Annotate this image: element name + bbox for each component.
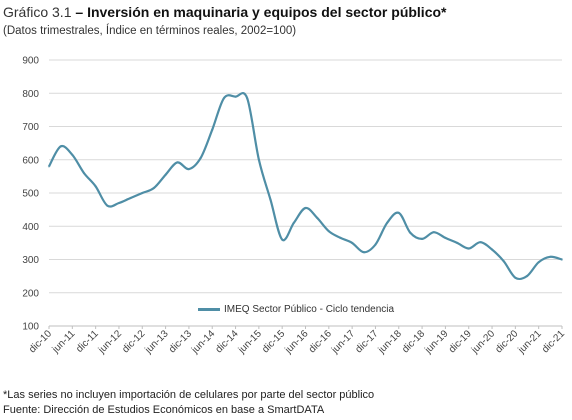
- data-point: [374, 243, 377, 246]
- x-tick-label: jun-20: [469, 328, 497, 356]
- data-point: [117, 201, 121, 205]
- data-point: [269, 198, 272, 201]
- chart-legend: IMEQ Sector Público - Ciclo tendencia: [198, 302, 394, 316]
- x-tick-label: jun-18: [376, 328, 404, 356]
- x-tick-label: dic-19: [447, 328, 474, 355]
- x-tick-label: dic-18: [400, 328, 427, 355]
- data-point: [187, 168, 190, 171]
- y-tick-label: 100: [22, 322, 39, 333]
- data-point: [152, 186, 155, 190]
- x-tick-label: jun-14: [189, 328, 217, 356]
- x-tick-label: dic-21: [540, 328, 567, 355]
- legend-swatch: [198, 307, 220, 311]
- data-point: [327, 230, 330, 233]
- series-line: [48, 92, 563, 281]
- x-tick-label: dic-13: [167, 328, 194, 355]
- y-tick-label: 900: [22, 56, 39, 67]
- gridlines: [49, 59, 562, 327]
- x-tick-label: jun-16: [282, 328, 310, 356]
- data-point: [316, 216, 319, 219]
- data-point: [549, 255, 552, 258]
- data-point: [444, 236, 447, 239]
- x-tick-label: jun-11: [50, 328, 78, 356]
- series-layer: [47, 92, 564, 281]
- y-tick-label: 500: [22, 189, 39, 200]
- legend-label: IMEQ Sector Público - Ciclo tendencia: [224, 303, 395, 315]
- data-point: [502, 260, 505, 263]
- y-tick-label: 800: [22, 89, 39, 100]
- x-tick-label: dic-11: [74, 328, 101, 355]
- x-tick-label: jun-21: [516, 328, 544, 356]
- data-point: [71, 153, 74, 156]
- data-point: [281, 238, 284, 241]
- x-tick-label: jun-13: [143, 328, 171, 356]
- data-point: [176, 161, 179, 164]
- y-axis: 100 200 300 400 500 600 700 800 900: [22, 56, 39, 333]
- data-point: [106, 204, 109, 207]
- y-tick-label: 400: [22, 222, 39, 233]
- figure-label: Gráfico 3.1: [3, 4, 72, 20]
- chart-title: Gráfico 3.1 – Inversión en maquinaria y …: [3, 4, 446, 20]
- data-point: [141, 191, 144, 195]
- data-point: [199, 157, 202, 160]
- data-point: [479, 241, 482, 244]
- x-tick-label: jun-15: [236, 328, 264, 356]
- data-point: [304, 206, 307, 210]
- data-point: [490, 248, 494, 251]
- x-tick-label: dic-17: [354, 328, 381, 355]
- y-tick-label: 300: [22, 255, 39, 266]
- data-point: [560, 258, 564, 261]
- data-point: [211, 128, 214, 131]
- data-point: [537, 261, 540, 264]
- data-point: [386, 221, 389, 224]
- data-point: [222, 97, 225, 100]
- x-tick-label: dic-20: [493, 328, 520, 355]
- y-tick-label: 200: [22, 288, 39, 299]
- data-point: [246, 97, 249, 100]
- y-tick-label: 600: [22, 155, 39, 166]
- data-point: [82, 172, 86, 175]
- x-tick-label: jun-12: [96, 328, 124, 356]
- data-point: [59, 145, 62, 148]
- x-tick-label: dic-16: [307, 328, 334, 355]
- data-point: [397, 211, 400, 214]
- x-tick-label: jun-17: [329, 328, 357, 356]
- data-point: [292, 221, 295, 224]
- data-point: [525, 275, 529, 278]
- footnote: *Las series no incluyen importación de c…: [3, 389, 375, 401]
- data-point: [164, 173, 167, 176]
- x-tick-label: dic-15: [260, 328, 287, 355]
- data-point: [94, 185, 97, 188]
- data-point: [47, 165, 51, 168]
- x-tick-label: dic-12: [120, 328, 147, 355]
- title-separator: –: [75, 4, 84, 20]
- data-point: [467, 247, 470, 250]
- source-note: Fuente: Dirección de Estudios Económicos…: [3, 404, 325, 416]
- data-point: [351, 241, 354, 244]
- data-point: [234, 95, 237, 98]
- data-point: [432, 231, 435, 234]
- data-point: [257, 158, 260, 161]
- y-tick-label: 700: [22, 122, 39, 133]
- data-point: [456, 241, 459, 244]
- data-point: [129, 196, 132, 200]
- data-point: [514, 276, 517, 279]
- data-point: [421, 237, 424, 240]
- chart-subtitle: (Datos trimestrales, Índice en términos …: [3, 25, 297, 37]
- x-tick-label: dic-14: [214, 328, 241, 355]
- data-point: [409, 231, 412, 234]
- x-axis: dic-10jun-11dic-11jun-12dic-12jun-13dic-…: [27, 326, 567, 356]
- title-text: Inversión en maquinaria y equipos del se…: [87, 4, 447, 20]
- data-point: [362, 251, 365, 254]
- data-point: [339, 236, 342, 239]
- x-tick-label: jun-19: [422, 328, 450, 356]
